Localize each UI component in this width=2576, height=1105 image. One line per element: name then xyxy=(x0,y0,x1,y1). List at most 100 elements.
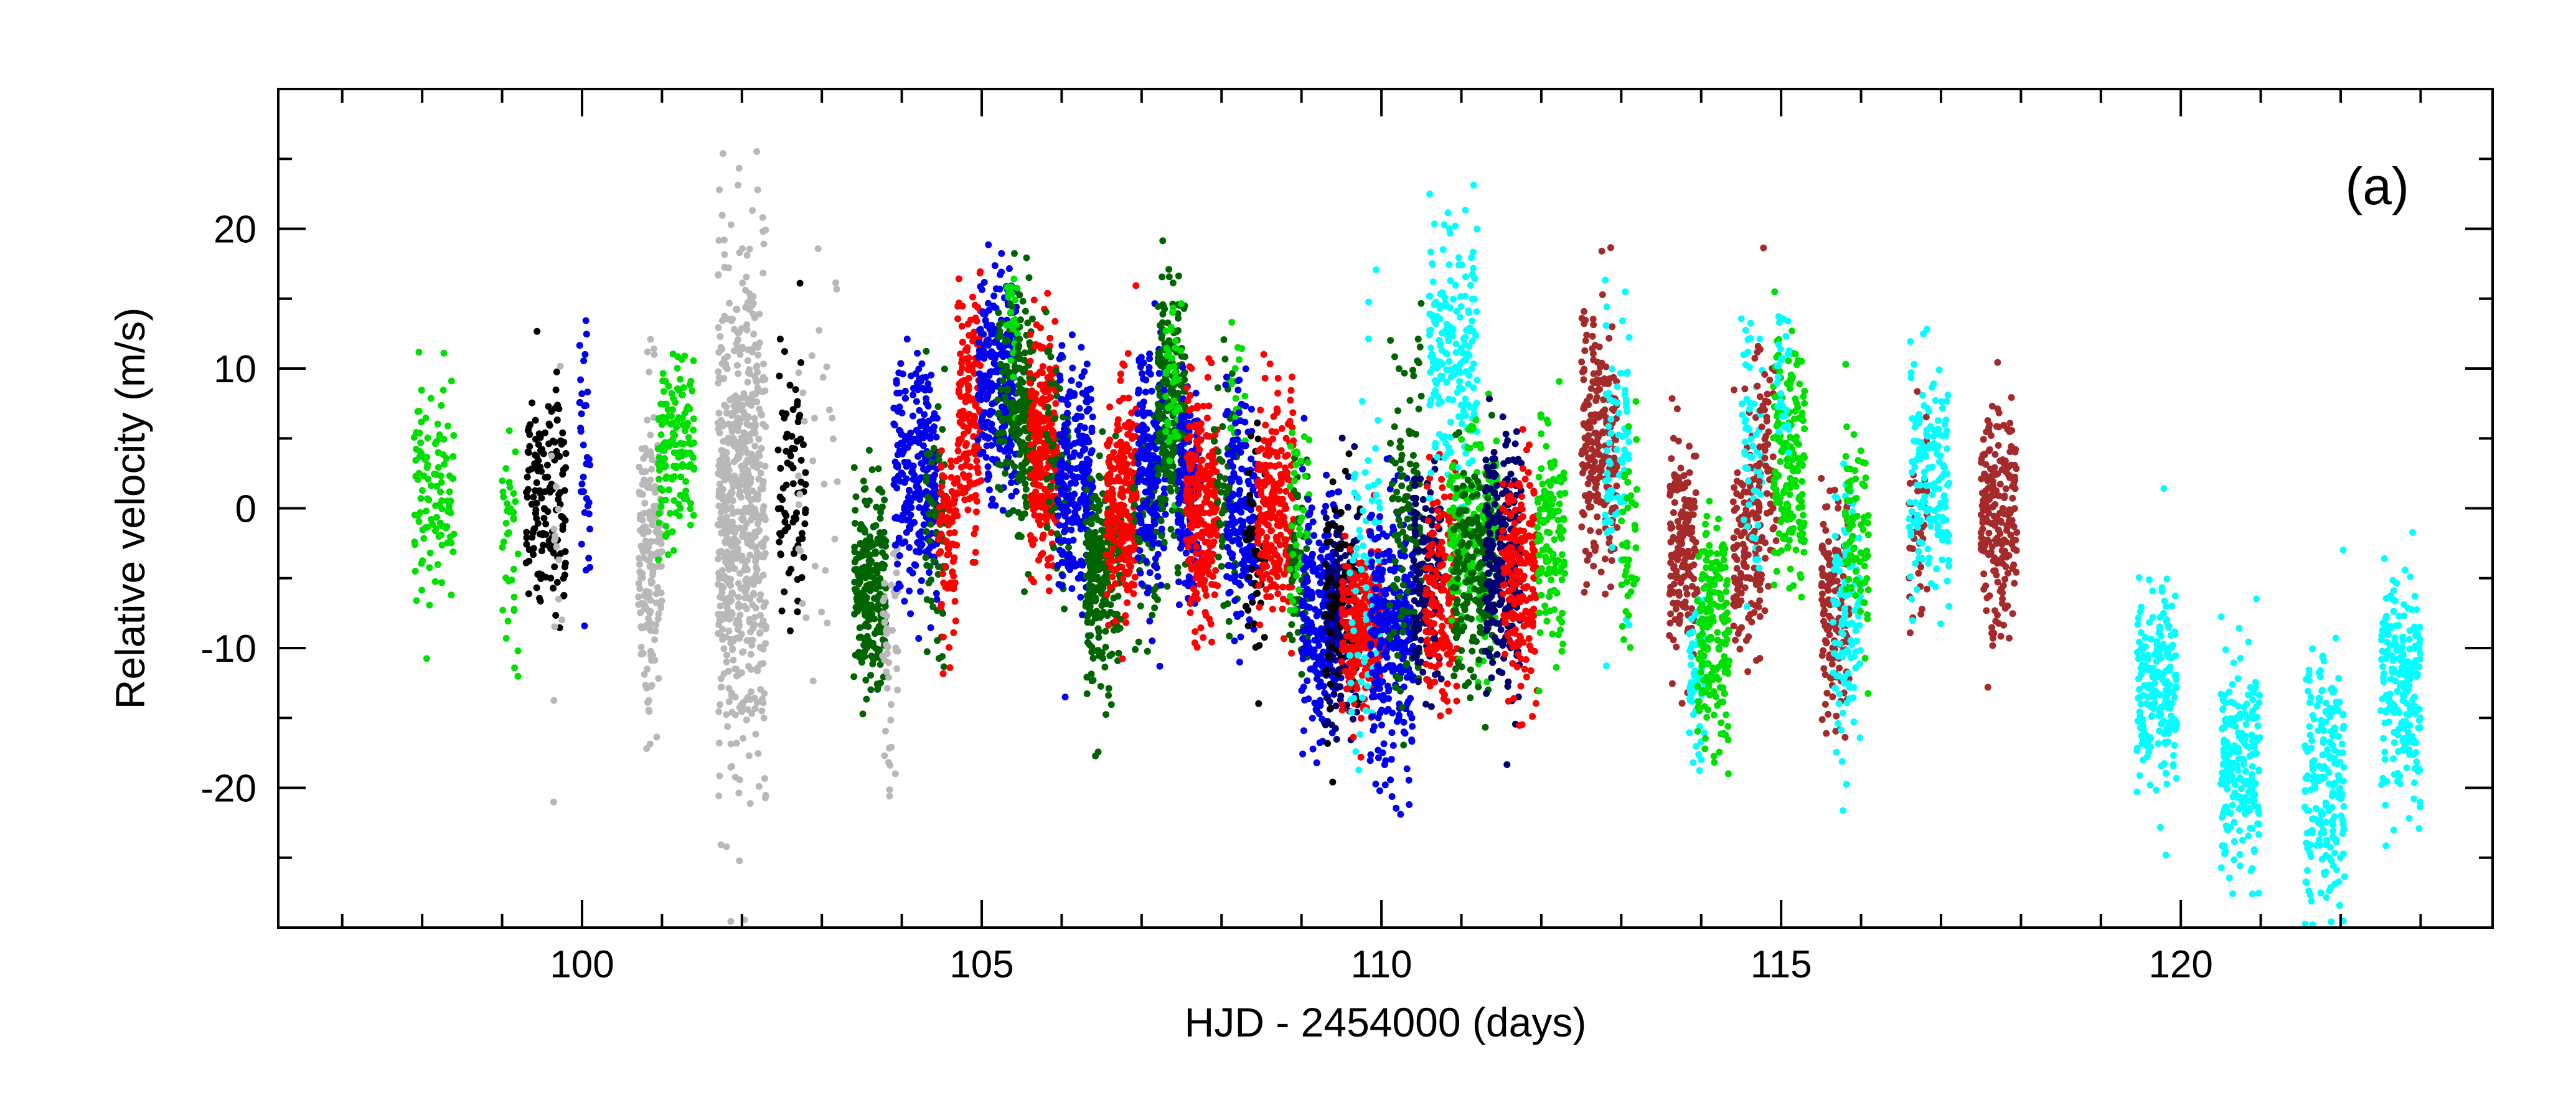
data-point xyxy=(756,596,763,603)
data-point xyxy=(881,619,888,626)
data-point xyxy=(436,519,444,527)
data-point xyxy=(729,316,736,323)
data-point xyxy=(585,555,593,562)
data-point xyxy=(642,588,650,595)
data-point xyxy=(511,664,519,672)
data-point xyxy=(1175,578,1183,586)
data-point xyxy=(555,595,562,603)
data-point xyxy=(802,614,810,621)
data-point xyxy=(719,636,726,643)
data-point xyxy=(578,488,585,496)
data-point xyxy=(862,677,870,684)
data-point xyxy=(1122,522,1129,530)
data-point xyxy=(901,479,908,486)
data-point xyxy=(878,503,886,510)
data-point xyxy=(756,644,764,651)
data-point xyxy=(910,391,917,398)
data-point xyxy=(1175,272,1182,280)
data-point xyxy=(735,370,742,377)
data-point xyxy=(636,585,644,592)
data-point xyxy=(1126,585,1133,593)
data-point xyxy=(449,548,457,555)
data-point xyxy=(715,575,723,582)
data-point xyxy=(422,414,430,421)
data-point xyxy=(992,285,1000,293)
data-point xyxy=(829,415,836,421)
data-point xyxy=(1033,435,1040,443)
data-point xyxy=(1045,410,1052,416)
data-point xyxy=(933,415,941,422)
data-point xyxy=(959,339,966,346)
data-point xyxy=(757,591,764,598)
data-point xyxy=(1204,374,1211,381)
data-point xyxy=(548,452,555,459)
data-point xyxy=(650,552,657,559)
data-point xyxy=(1079,447,1087,454)
data-point xyxy=(1232,395,1239,402)
data-point xyxy=(548,408,555,415)
data-point xyxy=(558,441,565,448)
data-point xyxy=(435,449,442,456)
data-point xyxy=(1148,387,1155,395)
data-point xyxy=(1084,552,1091,559)
data-point xyxy=(646,369,653,376)
data-point xyxy=(998,250,1005,257)
data-point xyxy=(865,446,873,454)
data-point xyxy=(906,587,913,595)
data-point xyxy=(977,268,984,275)
data-point xyxy=(1085,405,1093,413)
data-point xyxy=(1159,505,1167,512)
data-point xyxy=(512,498,519,505)
data-point xyxy=(1144,590,1151,596)
data-point xyxy=(434,561,441,568)
data-point xyxy=(1206,532,1214,539)
data-point xyxy=(720,670,728,677)
data-point xyxy=(542,429,549,436)
data-point xyxy=(1071,415,1079,422)
data-point xyxy=(789,480,797,487)
data-point xyxy=(524,473,531,481)
data-point xyxy=(974,464,981,471)
data-point xyxy=(1086,588,1094,595)
data-point xyxy=(1036,460,1043,468)
data-point xyxy=(1103,532,1111,540)
data-point xyxy=(1238,345,1246,352)
data-point xyxy=(1203,592,1210,599)
data-point xyxy=(429,520,436,528)
data-point xyxy=(533,453,540,460)
data-point xyxy=(687,505,694,512)
data-point xyxy=(664,406,672,413)
data-point xyxy=(426,601,433,609)
data-point xyxy=(1134,460,1142,468)
data-point xyxy=(416,453,423,461)
data-point xyxy=(1159,311,1167,318)
data-point xyxy=(1017,316,1024,324)
data-point xyxy=(1068,377,1075,384)
data-point xyxy=(736,491,743,499)
data-point xyxy=(690,415,697,423)
data-point xyxy=(685,434,692,441)
data-point xyxy=(910,476,917,483)
data-point xyxy=(888,743,895,751)
data-point xyxy=(959,364,966,372)
data-point xyxy=(681,427,689,435)
data-point xyxy=(586,525,593,533)
data-point xyxy=(675,454,682,461)
data-point xyxy=(1015,417,1023,424)
data-point xyxy=(1124,570,1132,578)
data-point xyxy=(637,623,645,631)
data-point xyxy=(799,600,806,607)
data-point xyxy=(727,763,735,771)
data-point xyxy=(761,516,769,524)
data-point xyxy=(933,433,940,441)
data-point xyxy=(935,655,942,662)
data-point xyxy=(861,648,868,656)
data-point xyxy=(638,600,646,607)
data-point xyxy=(1055,472,1061,479)
data-point xyxy=(1109,573,1116,581)
data-point xyxy=(750,590,757,597)
data-point xyxy=(551,623,558,631)
data-point xyxy=(1162,393,1170,400)
data-point xyxy=(642,537,649,545)
data-point xyxy=(948,584,956,591)
